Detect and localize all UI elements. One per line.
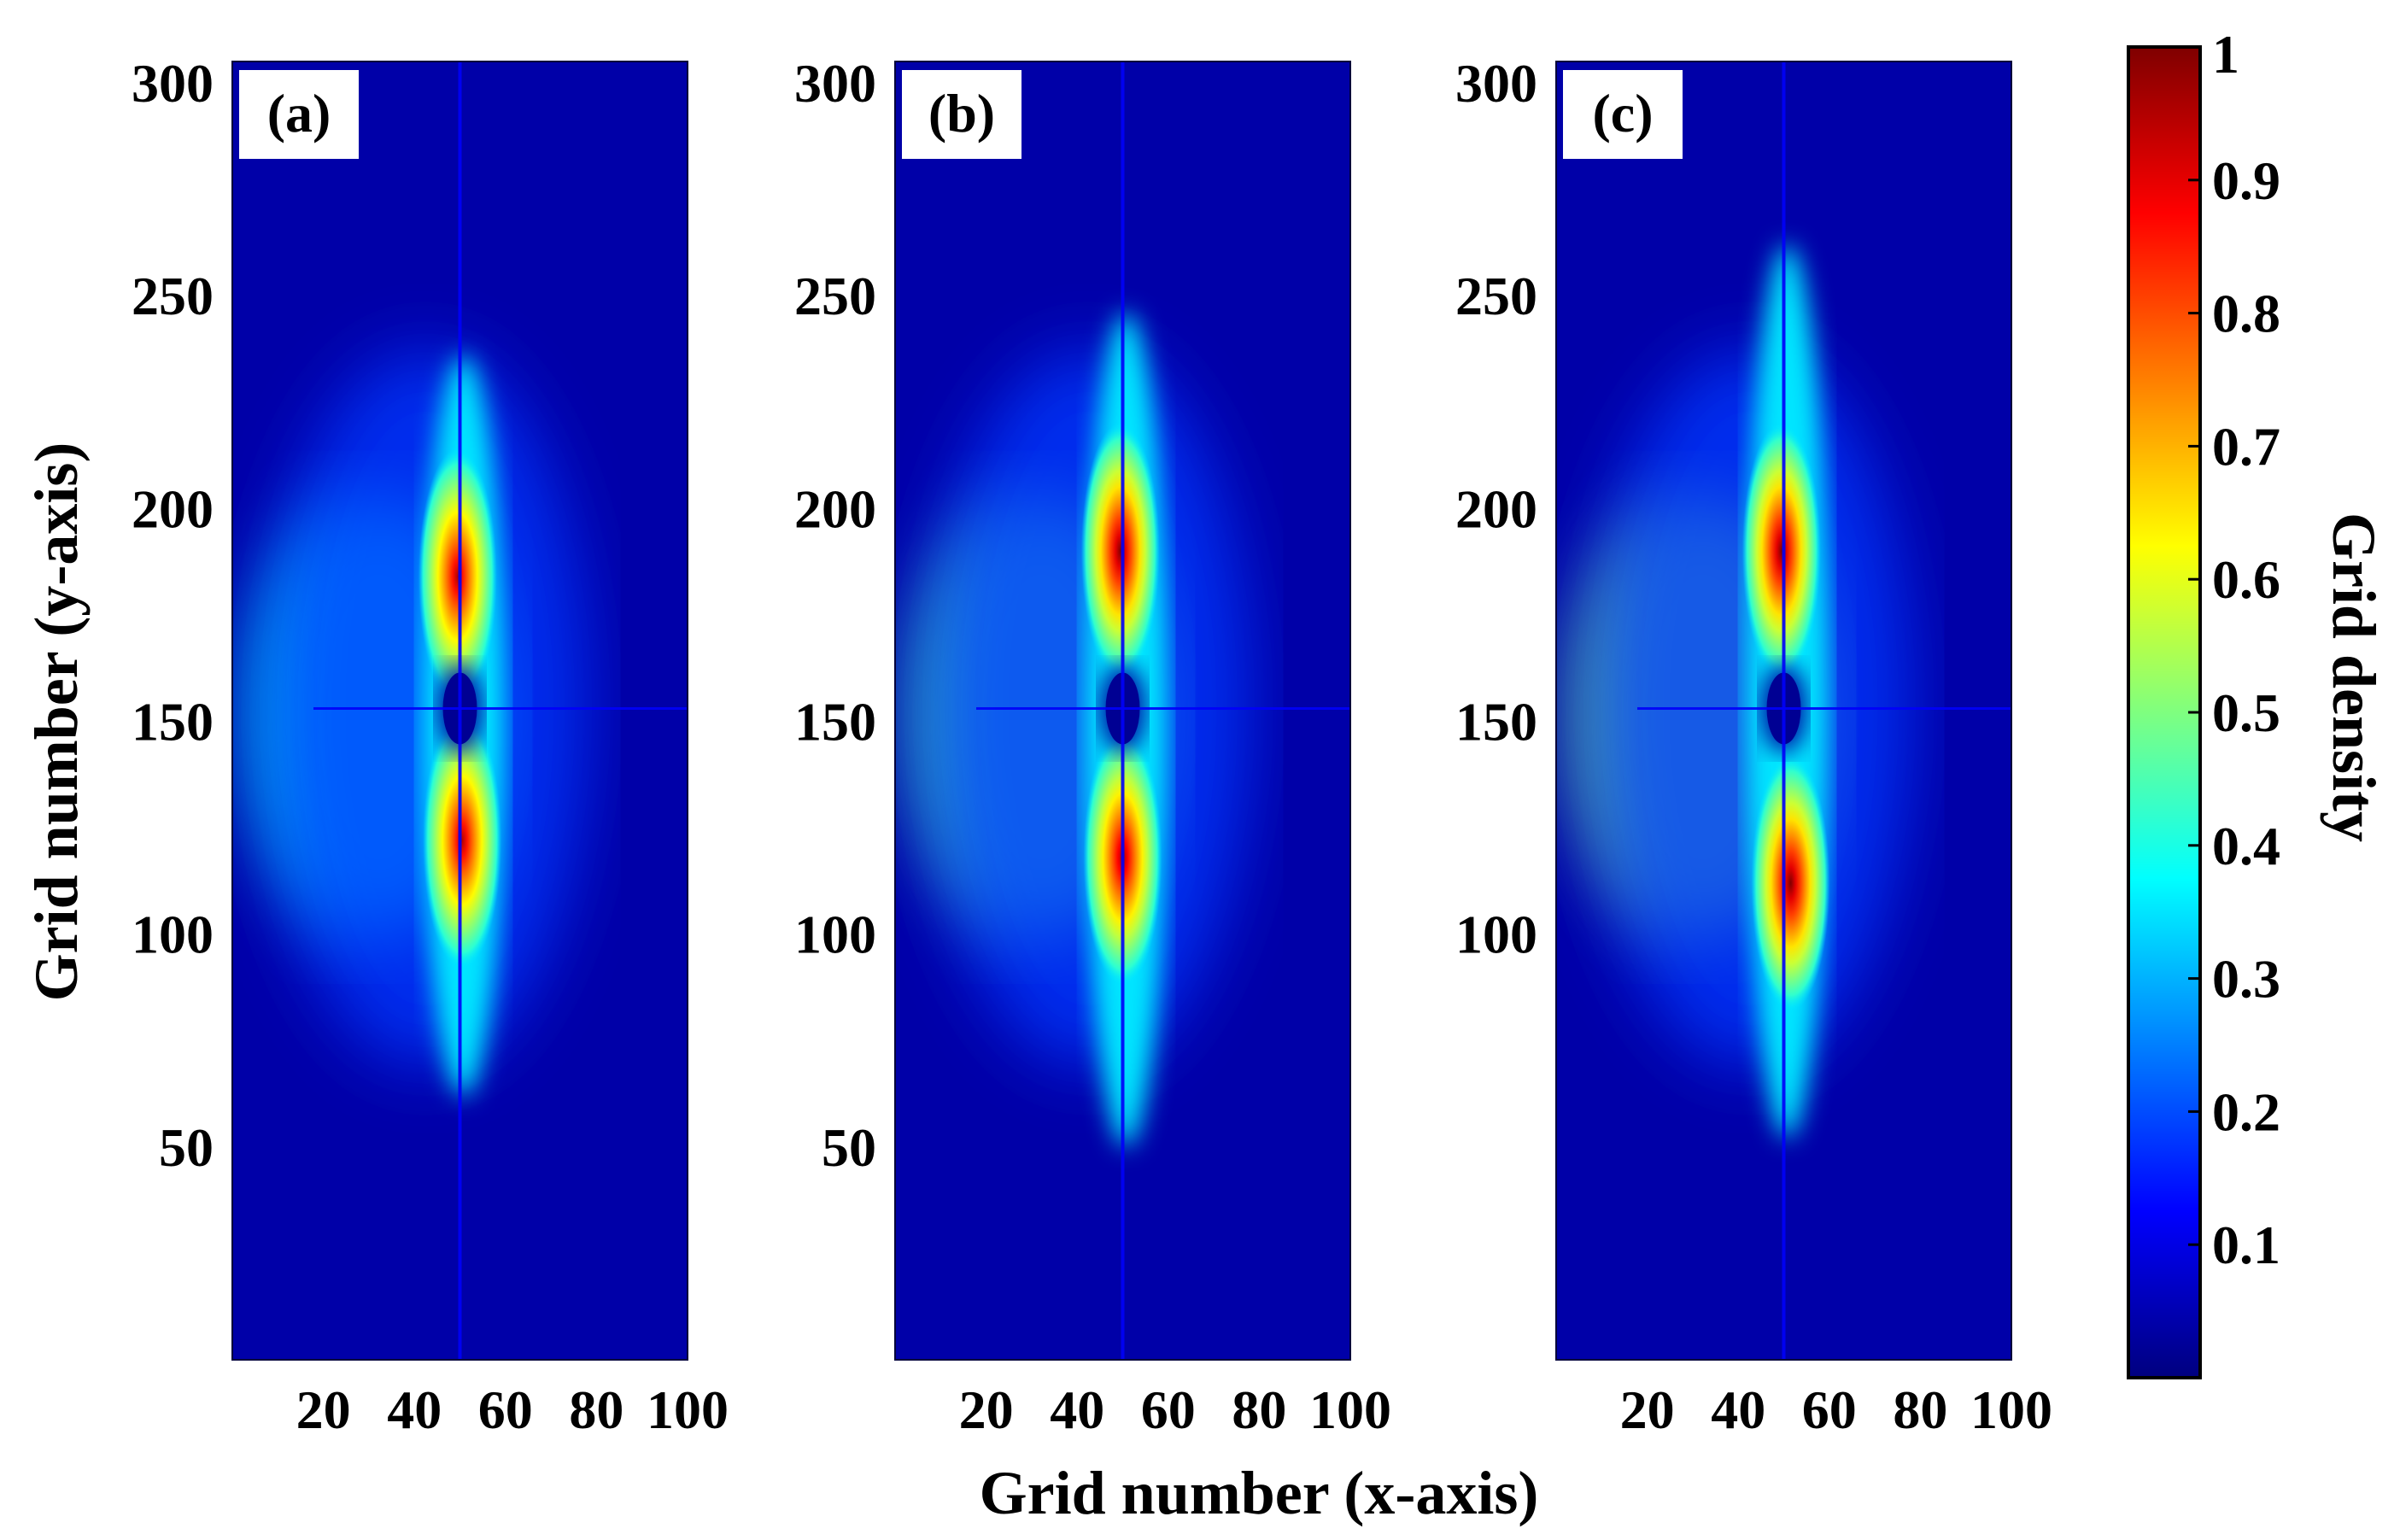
hotspot-upper	[418, 448, 497, 706]
colorbar-tick-label: 0.9	[2212, 150, 2280, 211]
x-tick-label: 20	[959, 1379, 1014, 1440]
heatmap-field	[250, 61, 688, 1360]
colorbar-ticks: 1 0.9 0.8 0.7 0.6 0.5 0.4 0.3 0.2 0.1	[2188, 24, 2280, 1275]
panel-frame	[231, 61, 688, 1361]
colorbar-tick-label: 0.4	[2212, 816, 2280, 876]
panel-label-text: (a)	[267, 83, 331, 143]
panel-label-text: (b)	[928, 83, 995, 143]
panel-label-box	[1563, 70, 1683, 159]
x-tick-label: 80	[1232, 1379, 1286, 1440]
panel-label: (c)	[1563, 70, 1683, 159]
x-tick-label: 60	[1141, 1379, 1196, 1440]
panels-layer: (a) 300 250 200 150 100 50 20 40 60 80 100 (b) 300 250…	[132, 53, 2052, 1440]
colorbar-tick-label: 0.6	[2212, 549, 2280, 610]
heatmap-field	[913, 61, 1350, 1360]
y-axis-label: Grid number (y-axis)	[22, 442, 91, 1002]
hotspot-lower	[1751, 754, 1830, 1011]
x-tick-label: 80	[569, 1379, 623, 1440]
x-tick-label: 40	[387, 1379, 442, 1440]
panel-label-box	[239, 70, 359, 159]
hotspot-upper	[1080, 423, 1160, 680]
panel-b: (b) 300 250 200 150 100 50 20 40 60 80 100	[794, 53, 1391, 1440]
colorbar-label: Grid density	[2320, 512, 2388, 842]
heatmap-field	[1574, 61, 2011, 1360]
y-tick-label: 250	[132, 266, 214, 326]
colorbar-tick-label: 0.5	[2212, 682, 2280, 743]
x-tick-label: 20	[1620, 1379, 1675, 1440]
x-tick-label: 60	[1802, 1379, 1857, 1440]
y-tick-label: 150	[132, 691, 214, 752]
colorbar-tick-label: 0.2	[2212, 1081, 2280, 1142]
x-tick-label: 80	[1893, 1379, 1947, 1440]
colorbar-tick-label: 0.8	[2212, 284, 2280, 344]
x-axis-label: Grid number (x-axis)	[980, 1459, 1539, 1527]
panel-c: (c) 300 250 200 150 100 20 40 60 80 100	[1455, 53, 2052, 1440]
x-tick-label: 40	[1050, 1379, 1104, 1440]
y-tick-label: 250	[1455, 266, 1537, 326]
y-tick-label: 100	[794, 905, 876, 965]
y-tick-label: 100	[1455, 905, 1537, 965]
x-tick-label: 60	[478, 1379, 533, 1440]
y-tick-label: 200	[1455, 478, 1537, 539]
y-tick-label: 150	[1455, 691, 1537, 752]
x-tick-label: 100	[1309, 1379, 1391, 1440]
x-tick-label: 40	[1711, 1379, 1765, 1440]
y-tick-label: 300	[132, 53, 214, 114]
y-tick-label: 200	[794, 478, 876, 539]
y-tick-label: 50	[822, 1117, 876, 1178]
colorbar-tick-label: 0.1	[2212, 1215, 2280, 1275]
x-tick-label: 20	[296, 1379, 351, 1440]
y-tick-label: 50	[159, 1117, 214, 1178]
x-tick-label: 100	[647, 1379, 729, 1440]
panel-label-box	[902, 70, 1021, 159]
y-tick-label: 150	[794, 691, 876, 752]
y-tick-label: 250	[794, 266, 876, 326]
panel-frame	[1555, 61, 2012, 1361]
panel-label: (b)	[902, 70, 1021, 159]
panel-frame	[894, 61, 1351, 1361]
panel-label-text: (c)	[1592, 83, 1653, 143]
hotspot-upper	[1741, 423, 1821, 680]
y-tick-label: 100	[132, 905, 214, 965]
y-tick-label: 300	[794, 53, 876, 114]
colorbar-tick-label: 0.7	[2212, 416, 2280, 477]
colorbar: 1 0.9 0.8 0.7 0.6 0.5 0.4 0.3 0.2 0.1	[2127, 24, 2280, 1379]
hotspot-lower	[423, 712, 502, 969]
panel-a: (a) 300 250 200 150 100 50 20 40 60 80 100	[132, 53, 729, 1440]
colorbar-tick-label: 0.3	[2212, 949, 2280, 1010]
y-tick-label: 200	[132, 478, 214, 539]
y-tick-label: 300	[1455, 53, 1537, 114]
x-tick-label: 100	[1970, 1379, 2052, 1440]
colorbar-tick-label: 1	[2212, 24, 2239, 85]
panel-label: (a)	[239, 70, 359, 159]
